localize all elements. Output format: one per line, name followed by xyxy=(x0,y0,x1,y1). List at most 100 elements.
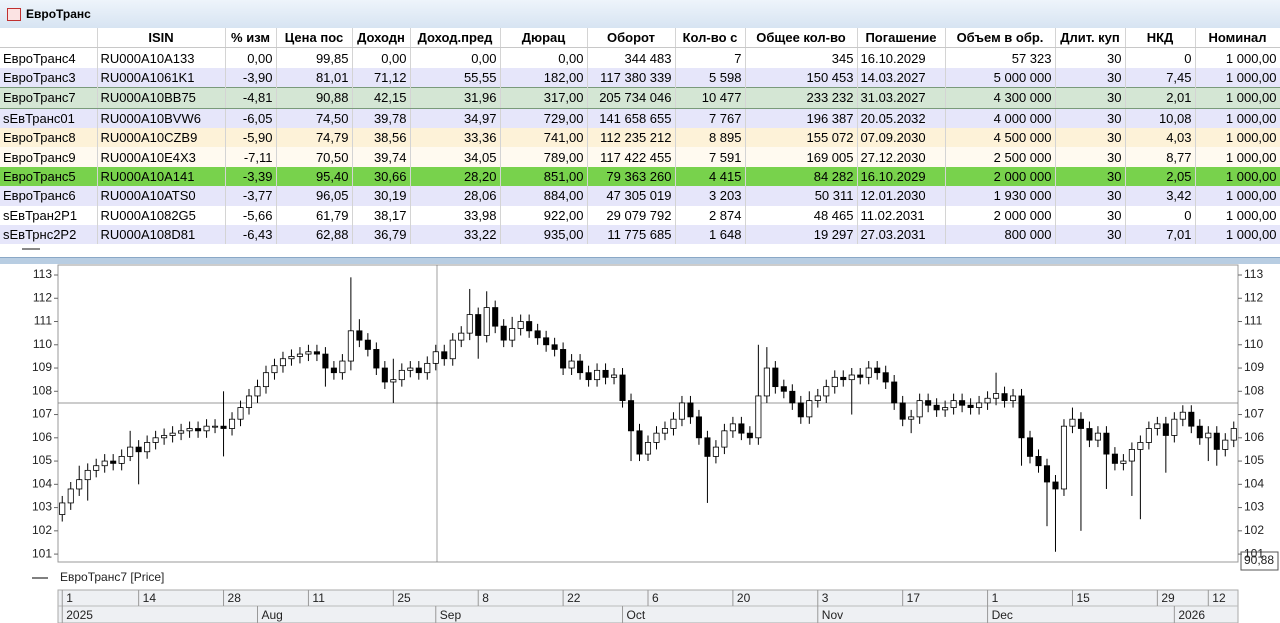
table-cell: 8,77 xyxy=(1125,147,1196,167)
header-cell[interactable]: Общее кол-во xyxy=(745,28,858,49)
header-cell[interactable]: Цена пос xyxy=(276,28,353,49)
candle-body xyxy=(1179,411,1186,420)
table-row[interactable]: ЕвроТранс8 RU000A10CZB9 -5,90 74,79 38,56 33,… xyxy=(0,127,1280,148)
x-tick-label: 1 xyxy=(66,591,73,605)
table-row[interactable]: ЕвроТранс7 RU000A10BB75 -4,81 90,88 42,15 31,… xyxy=(0,87,1280,109)
header-cell[interactable]: Длит. куп xyxy=(1055,28,1126,49)
table-cell: RU000A10BB75 xyxy=(97,87,226,109)
header-cell[interactable]: Объем в обр. xyxy=(945,28,1056,49)
header-cell[interactable]: Погашение xyxy=(857,28,946,49)
table-cell: sЕвТран2P1 xyxy=(0,205,98,225)
resize-handle[interactable] xyxy=(22,248,40,250)
y-tick-label: 101 xyxy=(32,546,52,560)
x-tick-label: 17 xyxy=(907,591,921,605)
header-cell[interactable]: Кол-во с xyxy=(675,28,746,49)
table-cell: 233 232 xyxy=(745,87,858,109)
header-cell[interactable] xyxy=(0,28,98,49)
header-cell[interactable]: ISIN xyxy=(97,28,226,49)
x-tick-label: 15 xyxy=(1076,591,1090,605)
candle-body xyxy=(755,395,762,439)
candle-body xyxy=(729,423,736,432)
y-tick-label: 113 xyxy=(33,267,52,281)
y-tick-label: 103 xyxy=(32,500,52,514)
candle-body xyxy=(908,416,915,420)
table-row[interactable]: ЕвроТранс5 RU000A10A141 -3,39 95,40 30,66 28,… xyxy=(0,166,1280,187)
candle-body xyxy=(1043,465,1051,483)
table-cell: 851,00 xyxy=(500,166,588,187)
candle-body xyxy=(543,337,550,346)
table-cell: 16.10.2029 xyxy=(857,47,946,68)
y-tick-label: 105 xyxy=(32,453,52,467)
table-cell: 112 235 212 xyxy=(587,127,676,148)
table-cell: 71,12 xyxy=(352,67,411,88)
table-row[interactable]: sЕвТран2P1 RU000A1082G5 -5,66 61,79 38,17 33,… xyxy=(0,205,1280,225)
table-cell: 30 xyxy=(1055,224,1126,245)
table-row[interactable]: sЕвТрнс2P2 RU000A108D81 -6,43 62,88 36,79 33,… xyxy=(0,224,1280,245)
y-tick-label: 111 xyxy=(34,314,53,328)
header-cell[interactable]: Дюрац xyxy=(500,28,588,49)
table-cell: 55,55 xyxy=(410,67,501,88)
header-cell[interactable]: % изм xyxy=(225,28,277,49)
table-row[interactable]: ЕвроТранс9 RU000A10E4X3 -7,11 70,50 39,74 34,… xyxy=(0,147,1280,167)
table-cell: 5 598 xyxy=(675,67,746,88)
y-tick-label: 106 xyxy=(32,430,52,444)
candle-body xyxy=(93,465,100,471)
candle-body xyxy=(526,321,533,332)
candle-body xyxy=(84,469,91,481)
candle-body xyxy=(339,360,346,374)
candle-body xyxy=(271,365,278,374)
table-cell: 48 465 xyxy=(745,205,858,225)
table-row[interactable]: ЕвроТранс4 RU000A10A133 0,00 99,85 0,00 0,00 0… xyxy=(0,47,1280,68)
table-cell: 34,05 xyxy=(410,147,501,167)
candle-body xyxy=(806,400,813,418)
y-tick-label: 107 xyxy=(1244,407,1264,421)
candle-body xyxy=(59,502,66,515)
candle-body xyxy=(356,330,363,341)
table-cell: 34,97 xyxy=(410,108,501,128)
table-row[interactable]: sЕвТранс01 RU000A10BVW6 -6,05 74,50 39,78 34,… xyxy=(0,108,1280,128)
y-tick-label: 110 xyxy=(1244,337,1263,351)
table-cell: RU000A10CZB9 xyxy=(97,127,226,148)
candle-body xyxy=(602,369,609,378)
candle-body xyxy=(237,407,244,420)
price-label-box xyxy=(1240,551,1279,571)
candle-body xyxy=(1103,432,1110,455)
header-cell[interactable]: Номинал xyxy=(1195,28,1280,49)
table-cell: 0,00 xyxy=(225,47,277,68)
table-row[interactable]: ЕвроТранс3 RU000A1061K1 -3,90 81,01 71,12 55,… xyxy=(0,67,1280,88)
header-cell[interactable]: Оборот xyxy=(587,28,676,49)
table-cell: 30 xyxy=(1055,205,1126,225)
table-cell: 1 000,00 xyxy=(1195,166,1280,187)
splitter[interactable] xyxy=(0,257,1280,264)
candle-body xyxy=(661,428,669,434)
table-cell: 61,79 xyxy=(276,205,353,225)
x-period-label: Aug xyxy=(261,608,282,622)
header-cell[interactable]: Доходн xyxy=(352,28,411,49)
candle-body xyxy=(313,351,320,355)
table-cell: 7 767 xyxy=(675,108,746,128)
x-period-label: 2026 xyxy=(1178,608,1205,622)
candle-body xyxy=(373,349,380,369)
table-cell: 2 874 xyxy=(675,205,746,225)
candle-body xyxy=(857,374,864,378)
candle-body xyxy=(110,460,117,464)
candle-body xyxy=(772,367,779,388)
header-cell[interactable]: Доход.пред xyxy=(410,28,501,49)
candle-body xyxy=(950,400,957,408)
table-cell: 33,36 xyxy=(410,127,501,148)
table-cell: ЕвроТранс5 xyxy=(0,166,98,187)
candle-body xyxy=(432,351,439,364)
header-cell[interactable]: НКД xyxy=(1125,28,1196,49)
table-cell: 789,00 xyxy=(500,147,588,167)
y-tick-label: 106 xyxy=(1244,430,1264,444)
candle-body xyxy=(1069,418,1076,427)
window-icon xyxy=(7,8,21,21)
table-cell: 30 xyxy=(1055,147,1126,167)
table-row[interactable]: ЕвроТранс6 RU000A10ATS0 -3,77 96,05 30,19 28,… xyxy=(0,186,1280,206)
candle-body xyxy=(789,390,796,404)
candle-body xyxy=(127,446,134,457)
candle-body xyxy=(611,374,618,378)
y-tick-label: 112 xyxy=(33,290,52,304)
candle-body xyxy=(763,367,770,397)
x-tick-label: 12 xyxy=(1212,591,1226,605)
